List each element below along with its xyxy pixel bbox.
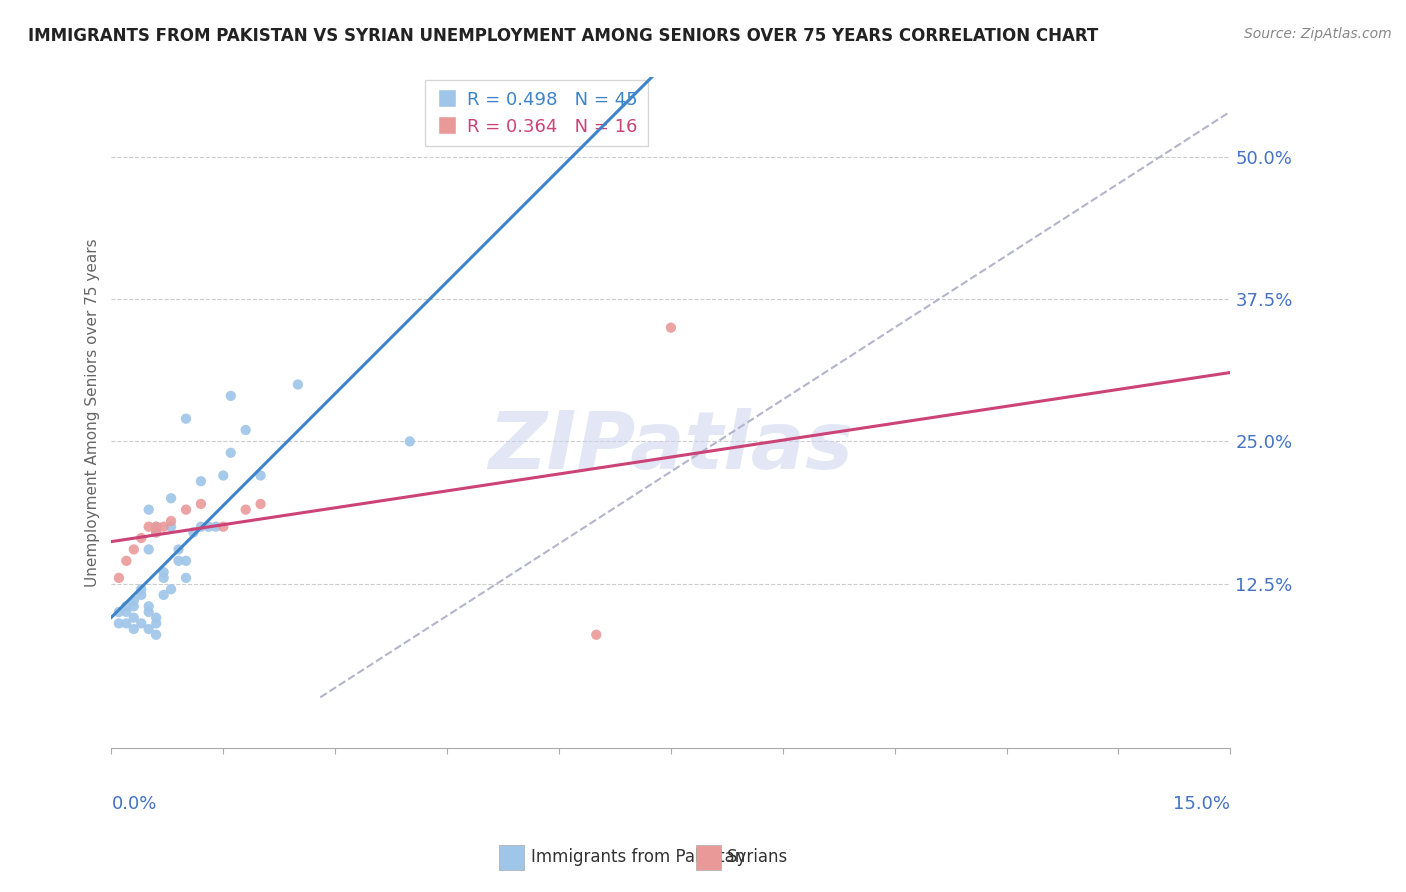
Point — [167, 542, 190, 557]
Point — [138, 599, 160, 614]
Legend: R = 0.498   N = 45, R = 0.364   N = 16: R = 0.498 N = 45, R = 0.364 N = 16 — [425, 79, 648, 146]
Point — [219, 446, 242, 460]
Point — [249, 468, 271, 483]
Point — [659, 320, 682, 334]
Text: 15.0%: 15.0% — [1174, 796, 1230, 814]
Point — [115, 616, 138, 631]
Point — [160, 514, 183, 528]
Point — [205, 519, 228, 533]
Point — [190, 474, 212, 488]
Point — [138, 519, 160, 533]
Text: Immigrants from Pakistan: Immigrants from Pakistan — [531, 848, 745, 866]
Point — [145, 610, 167, 624]
Point — [115, 599, 138, 614]
Point — [287, 377, 309, 392]
Point — [122, 622, 145, 636]
Point — [108, 571, 131, 585]
Point — [145, 519, 167, 533]
Point — [174, 554, 197, 568]
Point — [190, 519, 212, 533]
Point — [145, 628, 167, 642]
Point — [174, 571, 197, 585]
Y-axis label: Unemployment Among Seniors over 75 years: Unemployment Among Seniors over 75 years — [86, 239, 100, 587]
Point — [160, 491, 183, 506]
Point — [145, 616, 167, 631]
Point — [145, 525, 167, 540]
Point — [138, 502, 160, 516]
Point — [145, 525, 167, 540]
Point — [115, 554, 138, 568]
Point — [138, 622, 160, 636]
Point — [152, 571, 174, 585]
Point — [398, 434, 420, 449]
Point — [108, 605, 131, 619]
Point — [249, 497, 271, 511]
Point — [212, 468, 235, 483]
Point — [212, 519, 235, 533]
Point — [108, 616, 131, 631]
Point — [160, 582, 183, 597]
Point — [129, 616, 152, 631]
Text: ZIPatlas: ZIPatlas — [488, 408, 853, 485]
Point — [174, 502, 197, 516]
Text: IMMIGRANTS FROM PAKISTAN VS SYRIAN UNEMPLOYMENT AMONG SENIORS OVER 75 YEARS CORR: IMMIGRANTS FROM PAKISTAN VS SYRIAN UNEMP… — [28, 27, 1098, 45]
Point — [235, 423, 257, 437]
Point — [183, 525, 205, 540]
Text: Source: ZipAtlas.com: Source: ZipAtlas.com — [1244, 27, 1392, 41]
Point — [197, 519, 219, 533]
Point — [152, 519, 174, 533]
Point — [145, 519, 167, 533]
Point — [152, 565, 174, 579]
Point — [129, 531, 152, 545]
Point — [122, 593, 145, 607]
Point — [129, 588, 152, 602]
Point — [190, 497, 212, 511]
Point — [122, 542, 145, 557]
Text: Syrians: Syrians — [727, 848, 789, 866]
Point — [585, 628, 607, 642]
Point — [122, 599, 145, 614]
Point — [235, 502, 257, 516]
Point — [122, 610, 145, 624]
Point — [160, 519, 183, 533]
Point — [115, 605, 138, 619]
Point — [138, 605, 160, 619]
Point — [152, 588, 174, 602]
Text: 0.0%: 0.0% — [111, 796, 157, 814]
Point — [174, 411, 197, 425]
Point — [129, 582, 152, 597]
Point — [167, 554, 190, 568]
Point — [219, 389, 242, 403]
Point — [138, 542, 160, 557]
